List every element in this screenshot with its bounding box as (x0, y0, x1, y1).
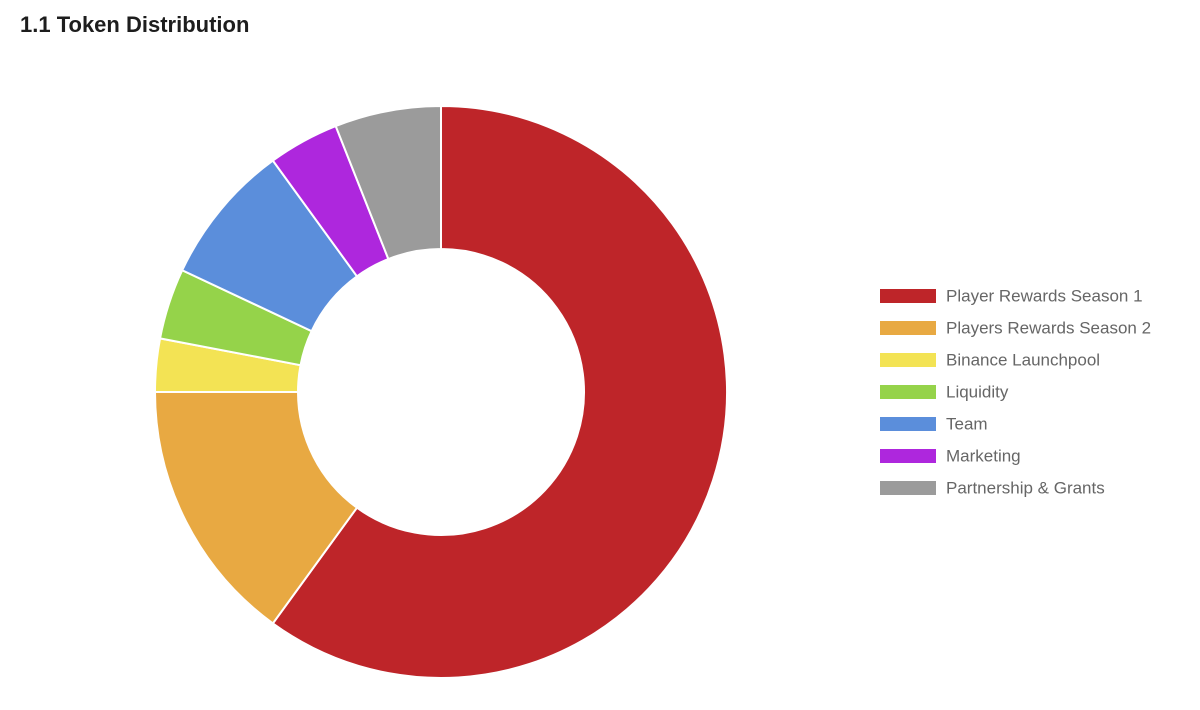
legend-swatch (880, 353, 936, 367)
legend-label: Player Rewards Season 1 (946, 286, 1143, 305)
donut-slice (153, 391, 359, 625)
legend-label: Binance Launchpool (946, 350, 1100, 369)
legend-label: Team (946, 414, 988, 433)
donut-slice (271, 104, 728, 679)
chart-title: 1.1 Token Distribution (20, 12, 249, 37)
legend-swatch (880, 289, 936, 303)
legend-label: Partnership & Grants (946, 478, 1105, 497)
legend-swatch (880, 481, 936, 495)
donut-slice (334, 104, 442, 261)
legend-swatch (880, 385, 936, 399)
legend-swatch (880, 321, 936, 335)
legend-swatch (880, 417, 936, 431)
legend-label: Liquidity (946, 382, 1009, 401)
legend-label: Players Rewards Season 2 (946, 318, 1151, 337)
legend-swatch (880, 449, 936, 463)
legend-label: Marketing (946, 446, 1021, 465)
